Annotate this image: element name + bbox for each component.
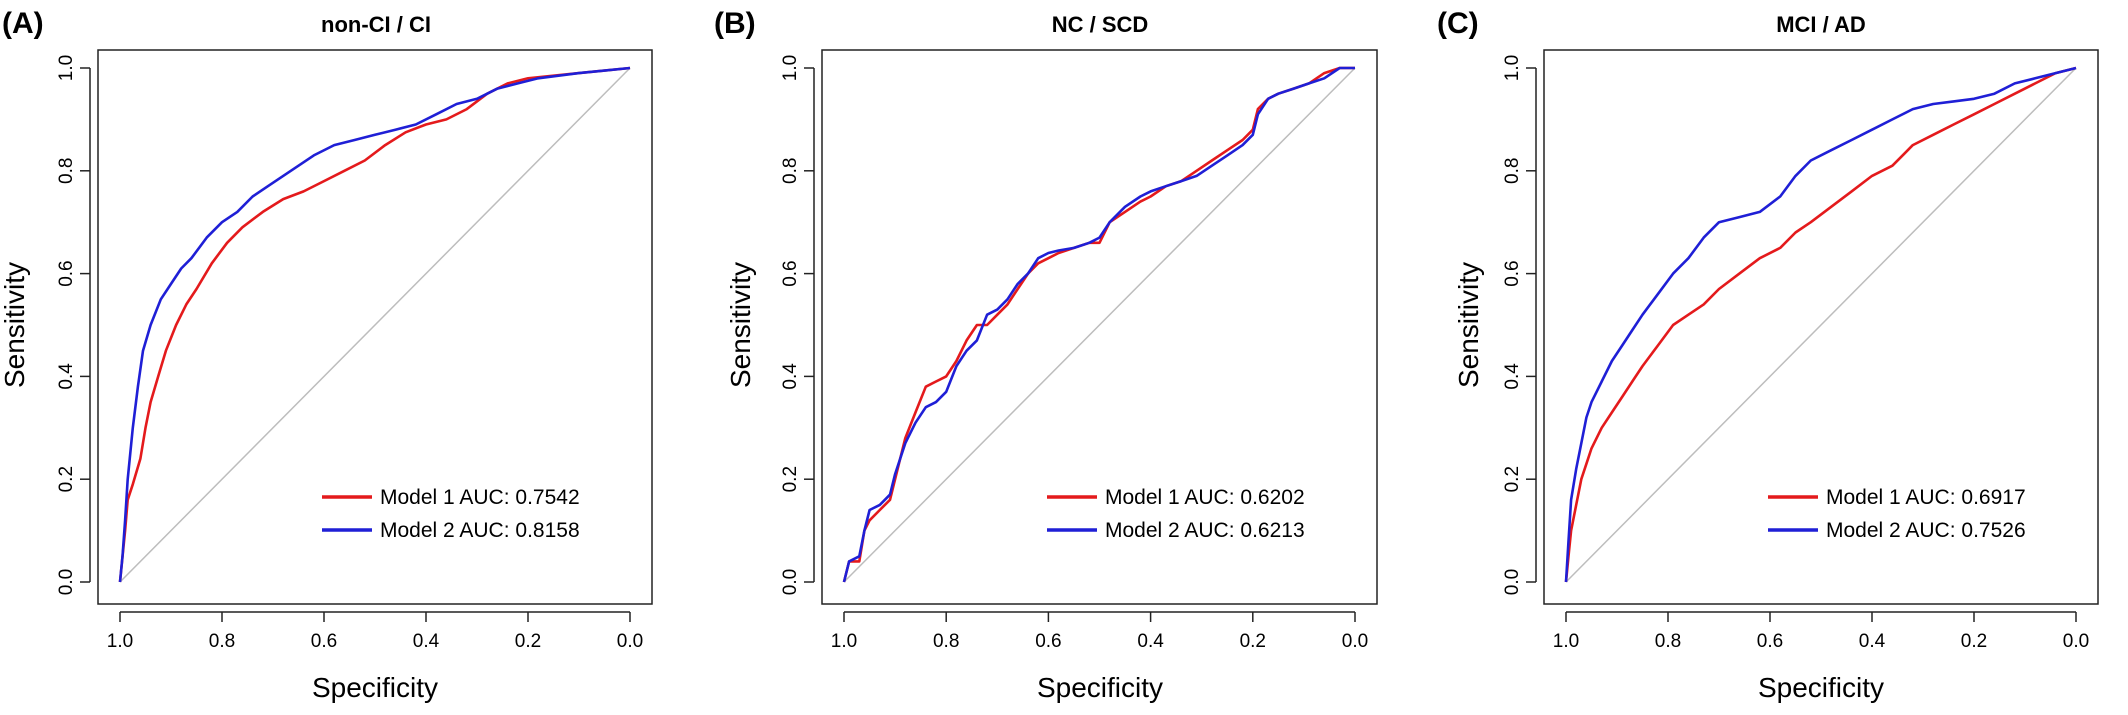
panel-a-y-tick-label: 0.4 [56,363,77,390]
panel-c-letter: (C) [1437,7,1479,40]
panel-b-legend-label-model-2: Model 2 AUC: 0.6213 [1105,519,1305,542]
panel-b-reference-diagonal [843,67,1356,583]
panel-c-x-tick-label: 0.6 [1757,631,1783,652]
panel-c-legend-label-model-1: Model 1 AUC: 0.6917 [1826,486,2026,509]
panel-b-x-tick-label: 0.0 [1342,631,1368,652]
panel-a-y-tick-label: 0.6 [56,260,77,286]
panel-a-roc-curve-model-2 [118,66,631,583]
panel-c-x-tick-label: 0.2 [1961,631,1987,652]
panel-a-letter: (A) [2,7,44,40]
panel-c-legend-label-model-2: Model 2 AUC: 0.7526 [1826,519,2026,542]
panel-a-y-axis-title: Sensitivity [0,262,30,388]
panel-c-x-tick-label: 0.8 [1655,631,1681,652]
panel-c-y-tick-label: 1.0 [1502,55,1523,81]
panel-b: (B) NC / SCD Specificity Sensitivity 1.0… [714,7,1378,703]
panel-c-y-axis-title: Sensitivity [1453,262,1484,388]
panel-a-reference-diagonal [119,67,631,583]
panel-c-title: MCI / AD [1776,12,1866,37]
panel-c-plot: 1.0 0.8 0.6 0.4 0.2 0.0 0.0 0.2 0.4 0.6 0.8 1.0 Mode… [1502,49,2099,652]
panel-a-x-tick-label: 1.0 [107,631,133,652]
panel-c-y-tick-label: 0.2 [1502,466,1523,492]
panel-b-y-axis-title: Sensitivity [725,262,756,388]
panel-a-y-tick-label: 1.0 [56,55,77,81]
panel-b-x-tick-label: 1.0 [831,631,857,652]
panel-b-y-tick-label: 0.2 [780,466,801,492]
panel-a-x-tick-label: 0.2 [515,631,541,652]
panel-c-x-tick-label: 0.4 [1859,631,1886,652]
panel-b-x-tick-label: 0.6 [1035,631,1061,652]
panel-c-reference-diagonal [1565,67,2077,583]
panel-a: (A) non-CI / CI Specificity Sensitivity … [0,7,653,703]
panel-b-y-tick-label: 0.8 [780,158,801,184]
panel-b-legend-label-model-1: Model 1 AUC: 0.6202 [1105,486,1305,509]
panel-a-plot: 1.0 0.8 0.6 0.4 0.2 0.0 0.0 0.2 0.4 0.6 0.8 1.0 Mode… [56,49,653,652]
panel-a-plot-frame [97,49,653,605]
panel-c-y-tick-label: 0.0 [1502,569,1523,595]
panel-b-roc-curve-model-2 [842,66,1355,583]
panel-c-x-axis-title: Specificity [1758,672,1884,703]
panel-c-plot-frame [1543,49,2099,605]
panel-a-y-tick-label: 0.8 [56,158,77,184]
panel-b-y-tick-label: 0.0 [780,569,801,595]
panel-b-plot: 1.0 0.8 0.6 0.4 0.2 0.0 0.0 0.2 0.4 0.6 0.8 1.0 Mode… [780,49,1378,652]
panel-b-letter: (B) [714,7,756,40]
panel-a-legend-label-model-1: Model 1 AUC: 0.7542 [380,486,580,509]
panel-a-y-tick-label: 0.0 [56,569,77,595]
panel-a-x-axis-title: Specificity [312,672,438,703]
panel-a-legend-label-model-2: Model 2 AUC: 0.8158 [380,519,580,542]
panel-b-x-axis-title: Specificity [1037,672,1163,703]
panel-b-title: NC / SCD [1052,12,1149,37]
panel-c-y-tick-label: 0.8 [1502,158,1523,184]
panel-c-x-tick-label: 1.0 [1553,631,1579,652]
panel-b-x-tick-label: 0.4 [1137,631,1164,652]
panel-a-x-tick-label: 0.4 [413,631,440,652]
panel-b-x-tick-label: 0.8 [933,631,959,652]
panel-a-x-tick-label: 0.8 [209,631,235,652]
panel-c-roc-curve-model-1 [1564,66,2077,583]
panel-b-y-tick-label: 0.6 [780,260,801,286]
panel-a-y-tick-label: 0.2 [56,466,77,492]
panel-b-y-tick-label: 1.0 [780,55,801,81]
panel-c: (C) MCI / AD Specificity Sensitivity 1.0… [1437,7,2099,703]
panel-a-x-tick-label: 0.6 [311,631,337,652]
panel-b-y-tick-label: 0.4 [780,363,801,390]
panel-a-x-tick-label: 0.0 [617,631,643,652]
panel-b-plot-frame [821,49,1378,605]
panel-c-roc-curve-model-2 [1564,66,2077,583]
panel-c-x-tick-label: 0.0 [2063,631,2089,652]
panel-c-y-tick-label: 0.6 [1502,260,1523,286]
panel-c-y-tick-label: 0.4 [1502,363,1523,390]
panel-a-title: non-CI / CI [321,12,431,37]
panel-b-x-tick-label: 0.2 [1240,631,1266,652]
